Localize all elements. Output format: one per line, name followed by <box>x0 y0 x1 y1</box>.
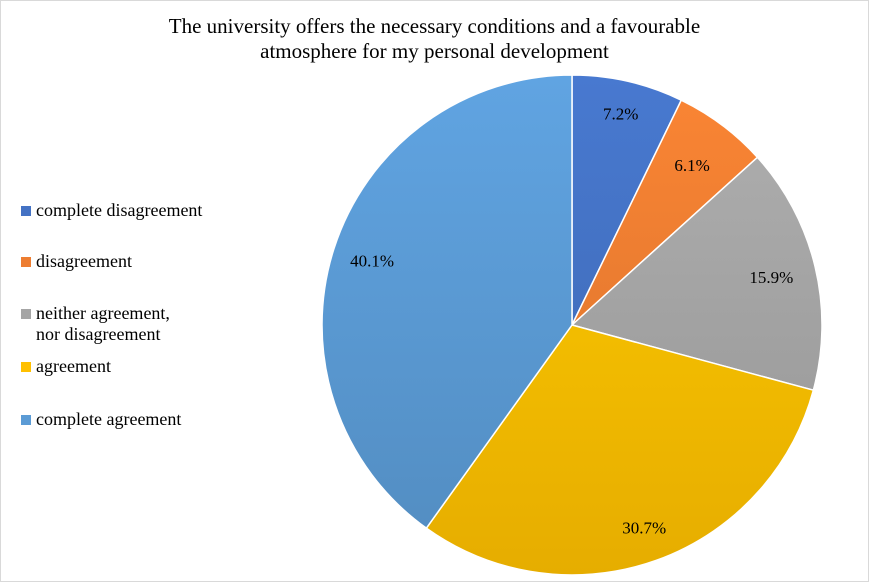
legend-label: agreement <box>36 356 111 376</box>
slice-data-label-2: 15.9% <box>749 268 793 287</box>
legend-item-3: agreement <box>21 356 111 377</box>
pie-slice-4 <box>321 74 573 530</box>
pie-slice-3 <box>425 324 815 576</box>
legend-label: complete disagreement <box>36 200 203 220</box>
legend-swatch <box>21 362 31 372</box>
chart-title-line-2: atmosphere for my personal development <box>260 39 609 63</box>
legend-item-4: complete agreement <box>21 409 181 430</box>
pie-slices <box>321 74 823 576</box>
legend-label: complete agreement <box>36 409 182 429</box>
legend-label: neither agreement, nor disagreement <box>36 303 170 344</box>
pie-data-labels: 7.2% 6.1% 15.9% 30.7% 40.1% <box>350 105 793 538</box>
slice-data-label-0: 7.2% <box>603 105 638 124</box>
chart-title: The university offers the necessary cond… <box>0 14 869 64</box>
legend-item-2: neither agreement, nor disagreement <box>21 303 170 345</box>
legend-swatch <box>21 206 31 216</box>
legend-item-1: disagreement <box>21 251 132 272</box>
slice-data-label-4: 40.1% <box>350 252 394 271</box>
legend-swatch <box>21 257 31 267</box>
pie-slice-2 <box>570 156 823 392</box>
pie-slice-0 <box>571 74 683 326</box>
legend-label: disagreement <box>36 251 132 271</box>
chart-title-line-1: The university offers the necessary cond… <box>168 14 701 38</box>
legend-swatch <box>21 309 31 319</box>
slice-data-label-3: 30.7% <box>622 519 666 538</box>
slice-data-label-1: 6.1% <box>674 156 709 175</box>
legend-item-0: complete disagreement <box>21 200 202 221</box>
legend-swatch <box>21 415 31 425</box>
